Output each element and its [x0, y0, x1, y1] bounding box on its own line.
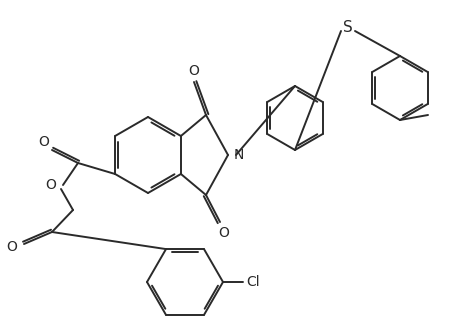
Text: S: S	[343, 19, 353, 34]
Text: O: O	[46, 178, 56, 192]
Text: O: O	[6, 240, 18, 254]
Text: O: O	[219, 226, 230, 240]
Text: N: N	[234, 148, 244, 162]
Text: Cl: Cl	[246, 275, 260, 289]
Text: O: O	[189, 64, 200, 78]
Text: O: O	[39, 135, 49, 149]
